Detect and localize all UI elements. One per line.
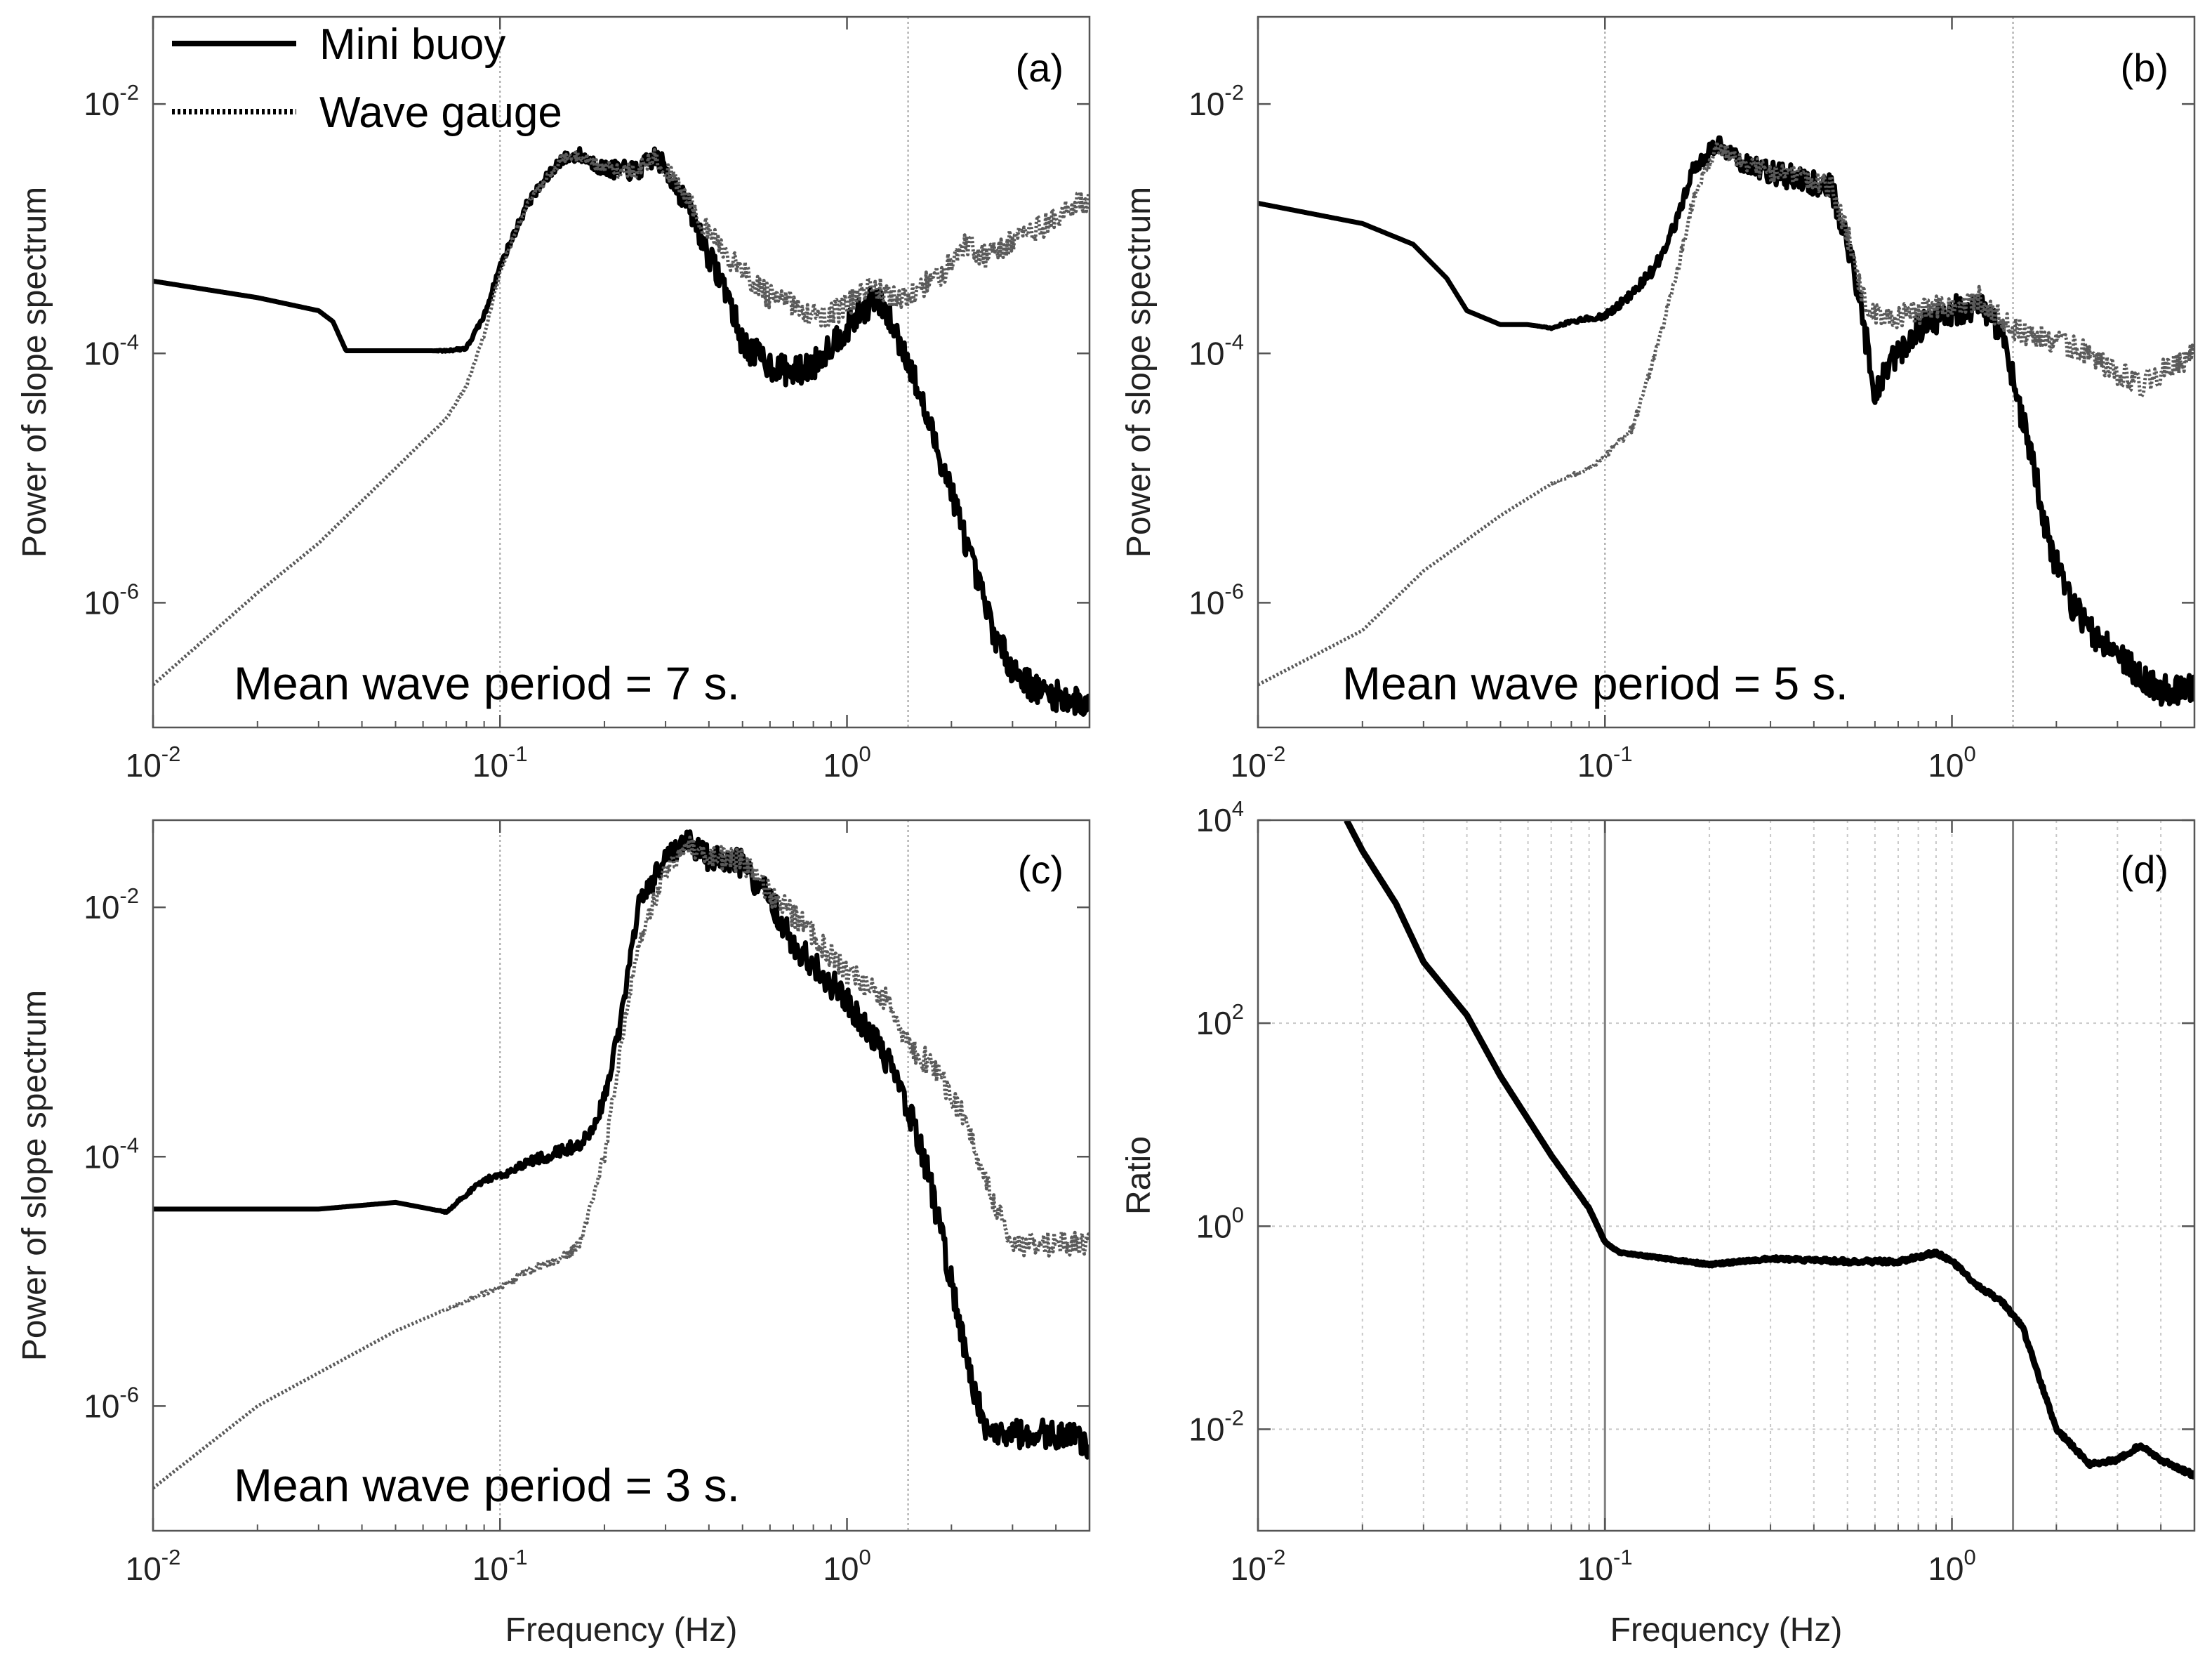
panel-b-ylabel: Power of slope spectrum: [1120, 187, 1158, 558]
panel-b-series: [1258, 135, 2194, 707]
series-line-ratio: [1344, 820, 2194, 1480]
y-tick-label: 10-2: [84, 883, 139, 925]
panel-b-reference-lines: [1604, 17, 2014, 727]
panel-b-frame: [1257, 15, 2196, 729]
panel-a: 10-6 10-4 10-2 10-2 10-1 100 Power of slope …: [16, 15, 1091, 784]
panel-b: 10-6 10-4 10-2 10-2 10-1 100 Power of slope …: [1120, 15, 2196, 784]
x-tick-label: 10-2: [1231, 1545, 1286, 1587]
x-tick-label: 10-1: [1577, 742, 1633, 784]
panel-c-frame: [152, 819, 1091, 1532]
panel-d-reference-lines: [1603, 820, 2015, 1531]
panel-d-series: [1344, 820, 2194, 1480]
panel-a-y-ticks: 10-6 10-4 10-2: [84, 80, 1090, 621]
x-tick-label: 100: [823, 742, 870, 784]
x-tick-label: 10-1: [472, 1545, 528, 1587]
panel-c-reference-lines: [499, 820, 909, 1531]
panel-c-xlabel: Frequency (Hz): [505, 1612, 738, 1649]
x-tick-label: 10-1: [1577, 1545, 1633, 1587]
panel-a-frame: [152, 15, 1091, 729]
panel-c-series: [153, 829, 1090, 1490]
series-line-wave-gauge: [153, 148, 1090, 687]
series-line-wave-gauge: [1258, 140, 2194, 687]
y-tick-label: 102: [1196, 999, 1244, 1041]
y-tick-label: 10-6: [1188, 579, 1244, 621]
x-tick-label: 100: [1928, 1545, 1975, 1587]
series-line-mini-buoy: [153, 146, 1090, 717]
panel-a-series: [153, 146, 1090, 717]
panel-d-x-ticks: 10-2 10-1 100: [1231, 820, 2195, 1587]
panel-a-ylabel: Power of slope spectrum: [16, 187, 53, 558]
y-tick-label: 10-2: [84, 80, 139, 122]
panel-b-label: (b): [2121, 46, 2168, 90]
series-line-mini-buoy: [153, 829, 1090, 1460]
y-tick-label: 10-4: [1188, 329, 1244, 371]
y-tick-label: 100: [1196, 1202, 1244, 1244]
panel-c-label: (c): [1018, 848, 1064, 892]
panel-a-annotation: Mean wave period = 7 s.: [234, 657, 740, 709]
panel-d-label: (d): [2121, 848, 2168, 892]
y-tick-label: 10-6: [84, 579, 139, 621]
panel-d-frame: [1257, 819, 2196, 1532]
x-tick-label: 100: [1928, 742, 1975, 784]
panel-c-y-ticks: 10-6 10-4 10-2: [84, 883, 1090, 1424]
panel-d-y-ticks: 10-2 100 102 104: [1188, 796, 2194, 1447]
x-tick-label: 10-1: [472, 742, 528, 784]
panel-a-x-ticks: 10-2 10-1 100: [126, 17, 1090, 784]
y-tick-label: 10-2: [1188, 1405, 1244, 1447]
panel-b-annotation: Mean wave period = 5 s.: [1342, 657, 1848, 709]
panel-c-x-ticks: 10-2 10-1 100: [126, 820, 1090, 1587]
x-tick-label: 10-2: [126, 1545, 181, 1587]
x-tick-label: 10-2: [126, 742, 181, 784]
panel-d-ylabel: Ratio: [1120, 1136, 1158, 1215]
legend-wave-gauge-label: Wave gauge: [319, 88, 562, 137]
panel-c: 10-6 10-4 10-2 10-2 10-1 100 Power of slope …: [16, 819, 1091, 1649]
panel-d: 10-2 100 102 104 10-2 10-1 100 Ratio (d) Freq…: [1120, 796, 2196, 1649]
y-tick-label: 10-2: [1188, 80, 1244, 122]
y-tick-label: 10-4: [84, 1133, 139, 1175]
y-tick-label: 104: [1196, 796, 1244, 838]
panel-d-xlabel: Frequency (Hz): [1610, 1612, 1843, 1649]
series-line-wave-gauge: [153, 836, 1090, 1490]
panel-c-ylabel: Power of slope spectrum: [16, 990, 53, 1361]
legend-mini-buoy-label: Mini buoy: [319, 20, 505, 69]
panel-c-annotation: Mean wave period = 3 s.: [234, 1459, 740, 1511]
x-tick-label: 100: [823, 1545, 870, 1587]
legend: Mini buoy Wave gauge: [172, 20, 562, 137]
panel-b-x-ticks: 10-2 10-1 100: [1231, 17, 2195, 784]
x-tick-label: 10-2: [1231, 742, 1286, 784]
series-line-mini-buoy: [1258, 135, 2194, 707]
panel-b-y-ticks: 10-6 10-4 10-2: [1188, 80, 2194, 621]
panel-a-label: (a): [1016, 46, 1064, 90]
y-tick-label: 10-6: [84, 1382, 139, 1424]
y-tick-label: 10-4: [84, 329, 139, 371]
